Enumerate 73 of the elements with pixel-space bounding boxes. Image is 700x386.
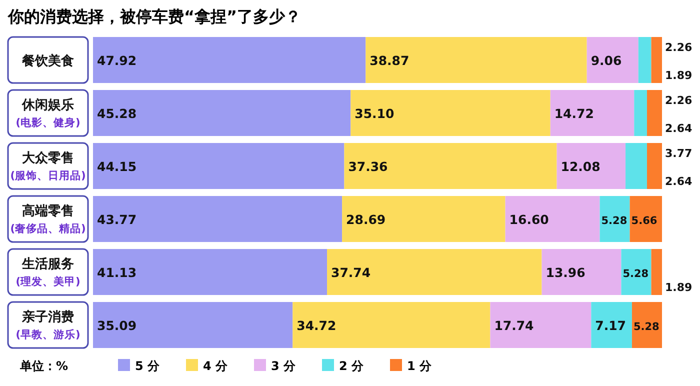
bar: [93, 249, 328, 295]
data-label: 41.13: [97, 265, 137, 280]
bar: [93, 90, 351, 136]
data-label: 1.89: [665, 281, 692, 294]
data-label: 5.28: [622, 268, 649, 280]
bar: [490, 302, 592, 348]
bar: [93, 302, 293, 348]
data-label: 5.66: [631, 215, 658, 227]
legend-label: 4 分: [203, 359, 229, 373]
bar: [93, 37, 366, 83]
data-label: 12.08: [560, 159, 600, 174]
y-tick-label: 生活服务 (理发、美甲): [16, 257, 80, 288]
bar: [505, 196, 600, 242]
data-label: 34.72: [296, 318, 336, 333]
bar: [542, 249, 622, 295]
bar: [651, 249, 662, 295]
text: 单位：%: [19, 359, 68, 373]
data-label: 2.64: [665, 175, 692, 188]
bar: [350, 90, 550, 136]
data-label: 17.74: [494, 318, 534, 333]
bar: [366, 37, 587, 83]
data-label: 2.26: [665, 41, 692, 54]
y-tick-label: 大众零售 (服饰、日用品): [10, 151, 86, 182]
bar: [632, 302, 662, 348]
data-label: 35.10: [354, 106, 394, 121]
bar: [93, 196, 342, 242]
legend-label: 5 分: [135, 359, 161, 373]
data-label: 7.17: [595, 318, 626, 333]
legend-label: 2 分: [339, 359, 365, 373]
bar: [292, 302, 490, 348]
bar: [591, 302, 632, 348]
data-label: 28.69: [346, 212, 386, 227]
data-label: 35.09: [97, 318, 137, 333]
bar: [634, 90, 647, 136]
data-label: 14.72: [554, 106, 594, 121]
bar: [93, 143, 344, 189]
bar: [586, 37, 638, 83]
bar: [626, 143, 647, 189]
legend-label: 1 分: [407, 359, 433, 373]
bar: [630, 196, 662, 242]
data-label: 13.96: [546, 265, 586, 280]
y-tick-label: 休闲娱乐 (电影、健身): [16, 97, 80, 129]
chart-title: 你的消费选择，被停车费“拿捏”了多少？: [7, 7, 302, 26]
bar: [621, 249, 652, 295]
y-tick-label: 餐饮美食: [21, 53, 74, 69]
y-tick-label: 高端零售 (奢侈品、精品): [10, 203, 86, 235]
legend-label: 3 分: [271, 359, 297, 373]
data-label: 3.77: [665, 147, 692, 160]
bar: [600, 196, 630, 242]
bar: [550, 90, 634, 136]
data-label: 44.15: [97, 159, 137, 174]
data-label: 37.36: [348, 159, 388, 174]
bar: [638, 37, 652, 83]
data-label: 37.74: [331, 265, 371, 280]
data-label: 38.87: [370, 53, 410, 68]
data-label: 5.28: [601, 215, 628, 227]
data-label: 2.64: [665, 122, 692, 135]
data-label: 43.77: [97, 212, 137, 227]
data-label: 45.28: [97, 106, 137, 121]
data-label: 47.92: [97, 53, 137, 68]
bar: [344, 143, 557, 189]
data-label: 16.60: [509, 212, 550, 227]
data-label: 1.89: [665, 69, 692, 82]
data-label: 2.26: [665, 94, 692, 107]
bar: [342, 196, 506, 242]
bar: [556, 143, 626, 189]
bar: [327, 249, 542, 295]
bar: [646, 90, 662, 136]
y-tick-label: 亲子消费 (早教、游乐): [16, 309, 80, 341]
data-label: 5.28: [633, 321, 660, 333]
data-label: 9.06: [590, 53, 622, 68]
bar: [646, 143, 662, 189]
bar: [651, 37, 662, 83]
